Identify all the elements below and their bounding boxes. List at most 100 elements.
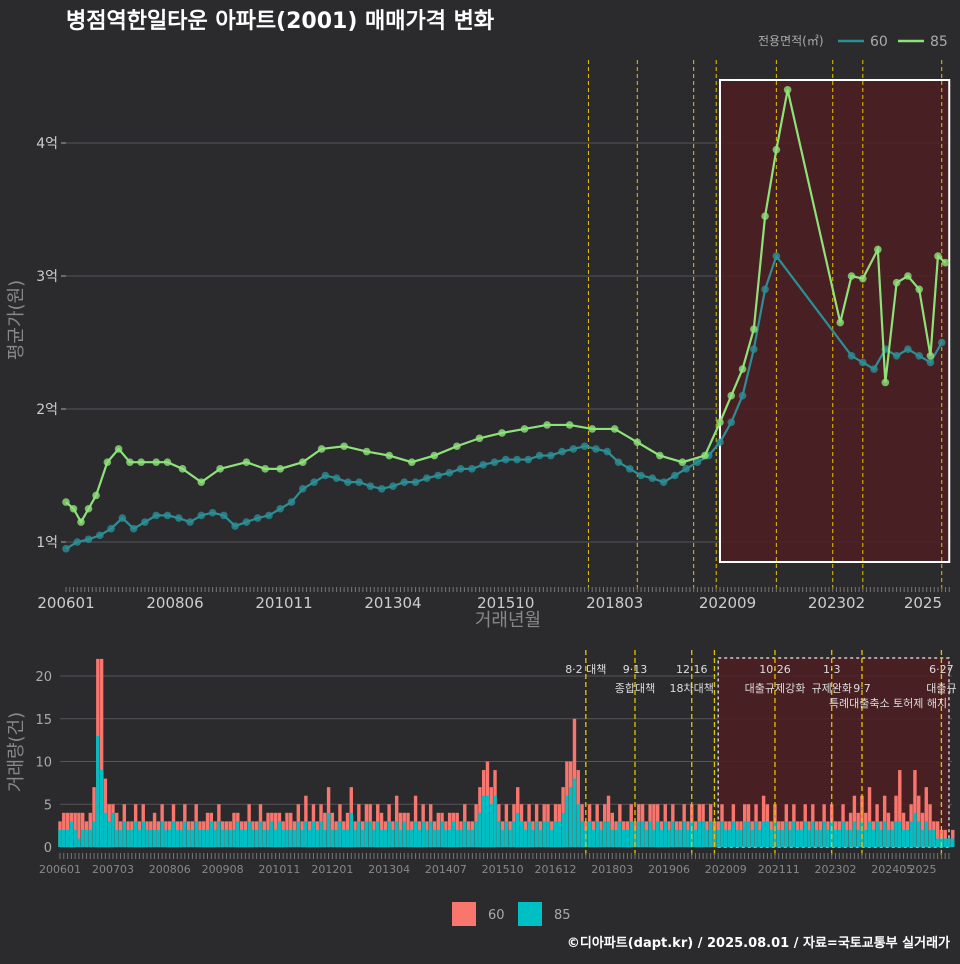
- volume-bar-85: [818, 829, 823, 847]
- volume-bar-85: [69, 821, 74, 847]
- volume-bar-85: [270, 821, 274, 847]
- volume-bar-85: [387, 821, 391, 847]
- volume-bar-85: [447, 829, 452, 847]
- chart-title: 병점역한일타운 아파트(2001) 매매가격 변화: [66, 9, 494, 34]
- price-y-tick-label: 3억: [36, 269, 58, 285]
- volume-bar-85: [576, 804, 580, 847]
- volume-bar-total: [77, 812, 81, 847]
- volume-bar-85: [644, 829, 649, 847]
- volume-bar-85: [833, 829, 838, 847]
- volume-bar-85: [697, 821, 702, 847]
- volume-x-tick-label: 201906: [648, 863, 690, 876]
- volume-x-tick-label: 201201: [311, 863, 353, 876]
- volume-bar-85: [232, 829, 236, 847]
- volume-bar-85: [606, 821, 611, 847]
- volume-bar-85: [141, 821, 145, 847]
- volume-bar-85: [111, 812, 115, 847]
- volume-bar-85: [943, 838, 947, 847]
- policy-label: 1·3: [823, 663, 841, 676]
- volume-bar-85: [788, 829, 792, 847]
- volume-bar-85: [364, 821, 369, 847]
- volume-bar-85: [852, 821, 857, 847]
- volume-bar-85: [890, 829, 894, 847]
- volume-bar-85: [251, 829, 255, 847]
- volume-bar-85: [489, 804, 493, 847]
- volume-bar-85: [735, 829, 739, 847]
- price-x-tick-label: 202302: [808, 594, 865, 612]
- price-x-tick-label: 201803: [586, 594, 643, 612]
- volume-bar-85: [538, 829, 543, 847]
- volume-bar-85: [130, 829, 134, 847]
- volume-bar-total: [652, 804, 656, 847]
- policy-label: 10·26: [759, 663, 791, 676]
- volume-bar-85: [65, 829, 70, 847]
- volume-bar-85: [493, 795, 497, 847]
- policy-sublabel: 9·7: [853, 682, 871, 695]
- volume-bar-85: [795, 829, 800, 847]
- volume-bar-85: [928, 829, 932, 847]
- volume-bar-85: [686, 829, 690, 847]
- volume-bar-85: [595, 821, 599, 847]
- volume-bar-85: [360, 829, 365, 847]
- volume-bar-85: [470, 829, 475, 847]
- volume-bar-85: [213, 829, 217, 847]
- price-x-tick-label: 202009: [699, 594, 756, 612]
- volume-bar-85: [603, 821, 607, 847]
- volume-bar-85: [750, 829, 754, 847]
- volume-bar-85: [879, 829, 883, 847]
- volume-bar-85: [455, 829, 459, 847]
- volume-bar-85: [220, 829, 225, 847]
- volume-bar-85: [266, 829, 270, 847]
- volume-bar-85: [205, 829, 210, 847]
- volume-bar-85: [826, 829, 830, 847]
- volume-bar-85: [372, 829, 376, 847]
- legend-bar-label-85: 85: [554, 908, 571, 923]
- volume-bar-85: [429, 821, 433, 847]
- legend-swatch-bar-60: [452, 902, 476, 926]
- volume-bar-85: [871, 829, 876, 847]
- volume-x-tick-label: 201803: [591, 863, 633, 876]
- volume-bar-85: [398, 829, 403, 847]
- volume-bar-85: [186, 829, 191, 847]
- price-y-tick-label: 1억: [36, 535, 58, 551]
- volume-bar-85: [580, 821, 584, 847]
- volume-bar-85: [746, 821, 751, 847]
- volume-bar-85: [618, 821, 622, 847]
- volume-x-tick-label: 200806: [149, 863, 191, 876]
- volume-bar-85: [591, 829, 596, 847]
- volume-bar-85: [500, 829, 505, 847]
- legend-label-60: 60: [870, 34, 888, 50]
- volume-bar-85: [353, 829, 357, 847]
- volume-axis: 0 5 10 15 20 200601 200703 200806 200908 201011 20…: [35, 670, 950, 876]
- policy-label: 9·13: [623, 663, 648, 676]
- volume-bar-85: [183, 821, 187, 847]
- volume-x-tick-label: 201011: [258, 863, 300, 876]
- volume-bar-85: [168, 829, 172, 847]
- volume-bar-85: [145, 829, 149, 847]
- volume-bar-85: [300, 829, 304, 847]
- volume-bar-85: [724, 829, 728, 847]
- volume-bar-85: [84, 829, 89, 847]
- price-x-tick-label: 201304: [364, 594, 421, 612]
- volume-bar-total: [935, 821, 940, 847]
- volume-bar-85: [512, 821, 516, 847]
- volume-bar-85: [565, 795, 569, 847]
- volume-bar-85: [126, 829, 130, 847]
- policy-label: 8·2 대책: [565, 663, 606, 676]
- volume-bar-85: [663, 821, 667, 847]
- volume-bar-85: [315, 829, 319, 847]
- volume-bar-85: [882, 821, 887, 847]
- volume-bar-85: [334, 829, 338, 847]
- volume-x-tick-label: 201304: [368, 863, 410, 876]
- volume-bar-85: [765, 821, 770, 847]
- price-line-60: [65, 253, 943, 550]
- volume-bar-85: [292, 829, 297, 847]
- volume-bar-85: [338, 821, 342, 847]
- volume-bar-85: [917, 821, 921, 847]
- policy-sublabel: 대출규제강화: [745, 682, 806, 695]
- volume-bar-85: [856, 829, 860, 847]
- price-axis: 1억 2억 3억 4억 200601 200806 201011 201304 201510 20…: [36, 136, 950, 612]
- volume-bar-85: [652, 829, 656, 847]
- volume-bar-85: [58, 829, 62, 847]
- volume-bar-85: [451, 821, 456, 847]
